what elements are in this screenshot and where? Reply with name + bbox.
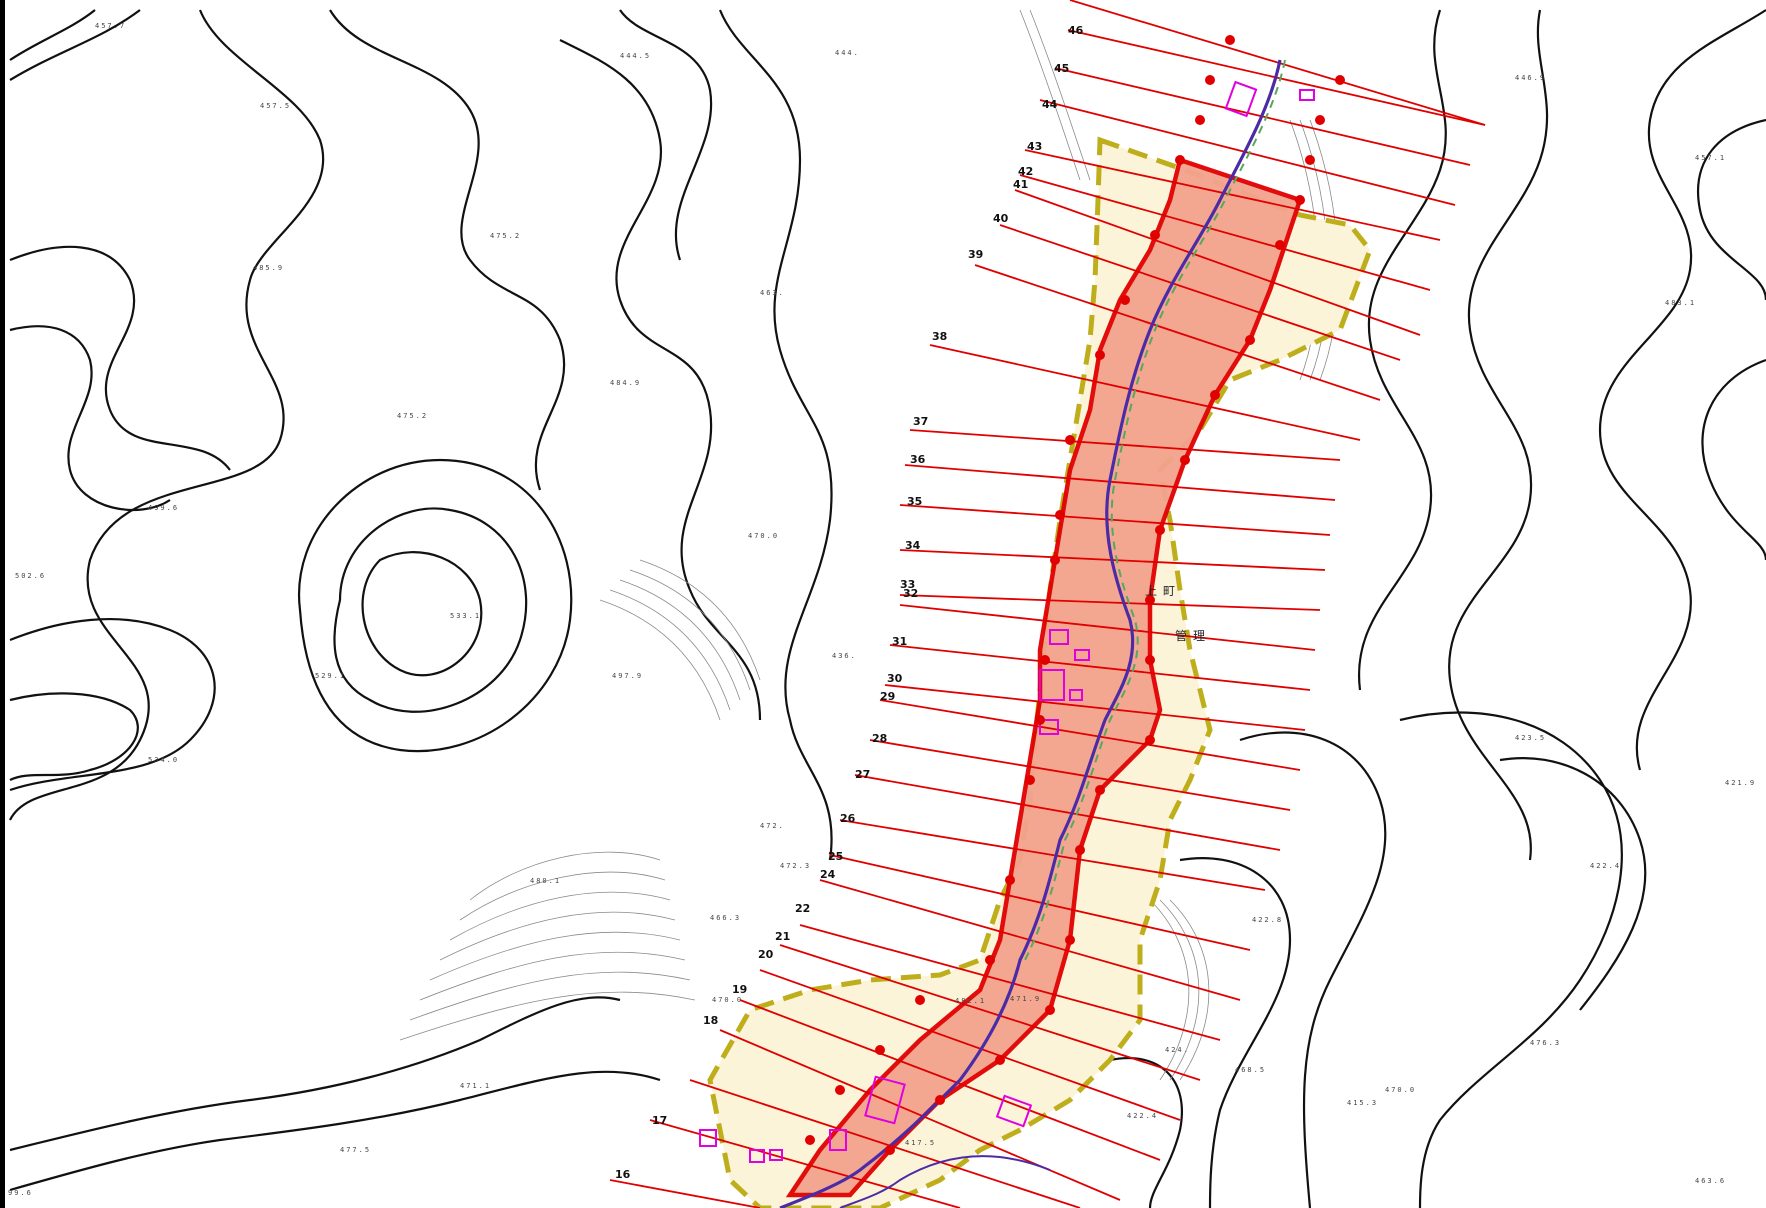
spot-height-label: 415.3	[1347, 1099, 1378, 1107]
spot-height-label: 470.0	[1385, 1086, 1416, 1094]
core-zone[interactable]	[785, 157, 1303, 1198]
core-nodes	[805, 35, 1345, 1155]
spot-height-label: 422.4	[1590, 862, 1621, 870]
spot-height-label: 497.9	[612, 672, 643, 680]
spot-height-label: 499.6	[148, 504, 179, 512]
section-number: 37	[913, 415, 928, 428]
fine-contour-lines	[399, 9, 1339, 1081]
section-number: 19	[732, 983, 747, 996]
section-number: 36	[910, 453, 926, 466]
spot-height-label: 463.6	[1695, 1177, 1726, 1185]
section-number: 34	[905, 539, 921, 552]
section-number: 44	[1042, 98, 1058, 111]
section-number: 42	[1018, 165, 1033, 178]
section-number: 24	[820, 868, 836, 881]
stream	[779, 59, 1282, 1208]
spot-height-label: 476.3	[1530, 1039, 1561, 1047]
spot-height-label: 485.9	[253, 264, 284, 272]
section-number: 41	[1013, 178, 1028, 191]
section-number: 46	[1068, 24, 1084, 37]
spot-height-label: 470.0	[712, 996, 743, 1004]
spot-height-label: 436.	[832, 652, 857, 660]
section-number: 18	[703, 1014, 718, 1027]
section-number: 25	[828, 850, 843, 863]
spot-height-label: 446.9	[1515, 74, 1546, 82]
buildings	[699, 80, 1315, 1163]
spot-height-label: 424.	[1165, 1046, 1190, 1054]
section-number: 40	[993, 212, 1009, 225]
spot-height-label: 483.1	[1665, 299, 1696, 307]
spot-height-label: 533.1	[450, 612, 481, 620]
spot-height-label: 471.1	[460, 1082, 491, 1090]
spot-height-label: 484.9	[610, 379, 641, 387]
village-label-char: 町	[1163, 584, 1175, 598]
spot-height-label: 502.6	[15, 572, 46, 580]
spot-height-label: 470.0	[748, 532, 779, 540]
section-number: 28	[872, 732, 887, 745]
spot-height-label: 99.6	[8, 1189, 33, 1197]
section-number: 32	[903, 587, 918, 600]
section-number: 29	[880, 690, 895, 703]
contour-lines	[9, 9, 1766, 1208]
road	[1024, 59, 1286, 961]
spot-height-label: 480.1	[530, 877, 561, 885]
section-number: 21	[775, 930, 790, 943]
spot-height-label: 457.1	[1695, 154, 1726, 162]
section-number: 38	[932, 330, 947, 343]
village-label: 上町管理	[1145, 584, 1205, 643]
section-number: 35	[907, 495, 922, 508]
spot-height-label: 444.5	[620, 52, 651, 60]
spot-height-label: 534.0	[148, 756, 179, 764]
spot-height-label: 466.3	[710, 914, 741, 922]
spot-height-label: 423.5	[1515, 734, 1546, 742]
spot-height-label: 472.	[760, 822, 785, 830]
spot-height-label: 417.5	[905, 1139, 936, 1147]
spot-height-labels: 457.7 444.5 444. 446.9 457.5 457.1 475.2 485.9 4…	[8, 22, 1756, 1197]
section-number: 45	[1054, 62, 1069, 75]
section-number: 43	[1027, 140, 1042, 153]
spot-height-label: 475.2	[397, 412, 428, 420]
section-number: 39	[968, 248, 983, 261]
section-number: 16	[615, 1168, 631, 1181]
section-number: 30	[887, 672, 903, 685]
spot-height-label: 477.5	[340, 1146, 371, 1154]
spot-height-label: 421.9	[1725, 779, 1756, 787]
spot-height-label: 472.3	[780, 862, 811, 870]
spot-height-label: 482.1	[955, 997, 986, 1005]
secondary-stream	[839, 1155, 1051, 1208]
village-label-char: 上	[1145, 584, 1157, 598]
spot-height-label: 457.5	[260, 102, 291, 110]
village-label-char: 理	[1193, 629, 1205, 643]
section-number: 26	[840, 812, 856, 825]
spot-height-label: 422.8	[1252, 916, 1283, 924]
spot-height-label: 529.1	[315, 672, 346, 680]
section-number: 33	[900, 578, 915, 591]
spot-height-label: 471.9	[1010, 995, 1041, 1003]
section-number: 20	[758, 948, 774, 961]
spot-height-label: 475.2	[490, 232, 521, 240]
spot-height-label: 463.	[760, 289, 785, 297]
section-number: 31	[892, 635, 907, 648]
section-number: 27	[855, 768, 870, 781]
section-number: 17	[652, 1114, 667, 1127]
spot-height-label: 444.	[835, 49, 860, 57]
spot-height-label: 457.7	[95, 22, 126, 30]
section-lines	[609, 0, 1486, 1208]
village-label-char: 管	[1175, 628, 1187, 643]
spot-height-label: 468.5	[1235, 1066, 1266, 1074]
section-number: 22	[795, 902, 810, 915]
spot-height-label: 422.4	[1127, 1112, 1158, 1120]
